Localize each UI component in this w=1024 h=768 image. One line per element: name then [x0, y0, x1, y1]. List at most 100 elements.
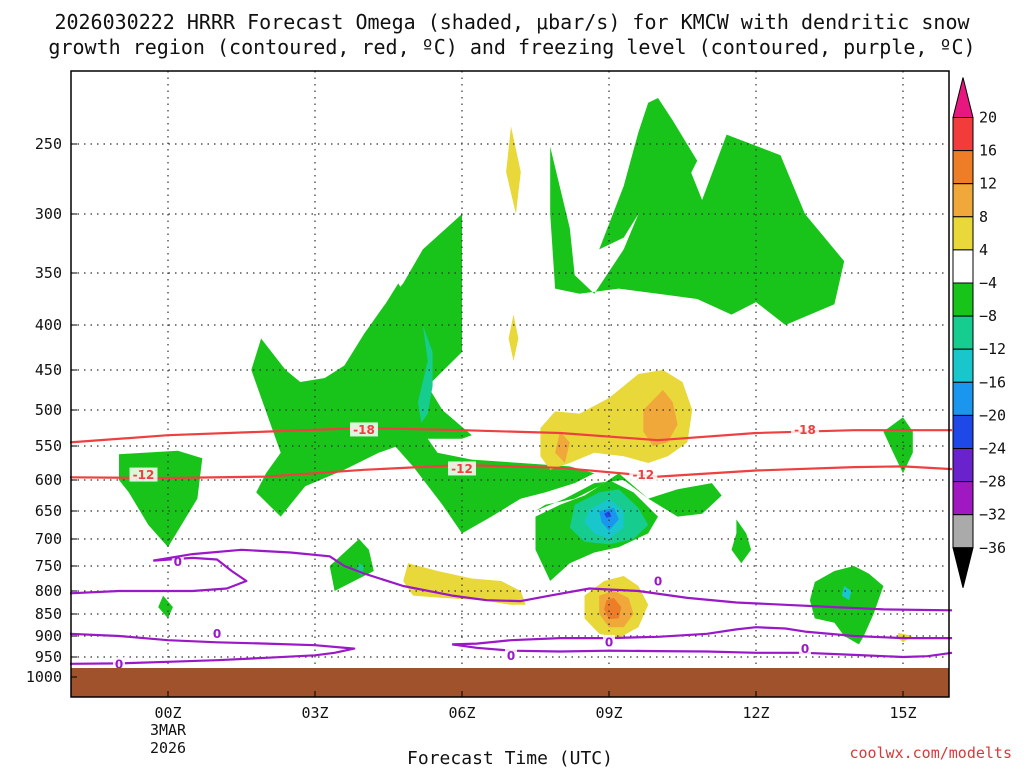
y-tick-label: 850	[35, 605, 62, 623]
dgz-label-bg	[129, 467, 158, 482]
omega-region-green	[364, 283, 595, 534]
dgz-label-bg	[791, 422, 819, 437]
colorbar-label: −16	[979, 373, 1006, 391]
omega-region-dark_blue	[604, 511, 612, 518]
colorbar-bin	[952, 381, 974, 416]
plot-frame	[70, 70, 950, 698]
colorbar-bin	[952, 183, 974, 218]
ground-surface	[71, 668, 949, 697]
y-tick-label: 500	[35, 401, 62, 419]
omega-region-green	[158, 595, 173, 619]
x-tick-label: 12Z	[742, 704, 769, 722]
freezing-label-bg	[113, 657, 125, 672]
freezing-label-bg	[652, 574, 664, 588]
colorbar-label: 12	[979, 175, 997, 193]
colorbar-bin	[952, 282, 974, 317]
x-tick-label: 15Z	[889, 704, 916, 722]
freezing-contour-label: 0	[654, 575, 662, 589]
y-tick-label: 250	[35, 135, 62, 153]
colorbar-label: −20	[979, 406, 1006, 424]
omega-region-green	[599, 98, 698, 250]
x-tick-label: 09Z	[595, 704, 622, 722]
y-axis: 250 300 350 400 450 500 550 600 650 700 750 800 850 9…	[26, 135, 77, 686]
colorbar-label: −32	[979, 506, 1006, 524]
y-tick-label: 600	[35, 471, 62, 489]
chart-title-line2: growth region (contoured, red, ºC) and f…	[48, 35, 975, 59]
dgz-label-bg	[350, 422, 378, 437]
freezing-contour-label: 0	[115, 658, 123, 672]
omega-shading	[119, 98, 913, 645]
freezing-contour	[69, 556, 248, 595]
colorbar-bin	[952, 448, 974, 483]
credit-text: coolwx.com/modelts	[849, 744, 1012, 762]
colorbar-bin	[952, 414, 974, 449]
omega-region-yellow	[403, 563, 526, 605]
omega-region-green	[535, 473, 722, 517]
y-tick-label: 900	[35, 627, 62, 645]
y-tick-label: 400	[35, 316, 62, 334]
colorbar-label: −36	[979, 539, 1006, 557]
y-tick-label: 800	[35, 582, 62, 600]
colorbar-bin	[952, 249, 974, 284]
colorbar-bin	[952, 150, 974, 185]
freezing-level-contours: 0 0 0 0 0 0 0	[69, 548, 953, 672]
freezing-label-bg	[799, 641, 811, 656]
x-date-label-year: 2026	[150, 739, 186, 757]
y-tick-label: 950	[35, 648, 62, 666]
colorbar-bin	[952, 514, 974, 549]
omega-region-green	[251, 214, 472, 517]
colorbar-legend: 20 16 12 8 4 −4 −8 −12 −16 −20 −24 −28 −32 −36	[952, 77, 1006, 588]
y-tick-label: 750	[35, 557, 62, 575]
omega-region-yellow	[508, 314, 519, 361]
x-tick-label: 03Z	[301, 704, 328, 722]
freezing-label-bg	[171, 554, 184, 569]
dgz-contour-label: -12	[632, 468, 654, 482]
dgz-label-bg	[629, 467, 658, 482]
x-axis: 00Z 03Z 06Z 09Z 12Z 15Z	[154, 691, 917, 722]
colorbar-label: −8	[979, 307, 997, 325]
y-tick-label: 550	[35, 437, 62, 455]
colorbar-bin	[952, 216, 974, 251]
freezing-contour	[153, 548, 953, 612]
x-tick-label: 00Z	[154, 704, 181, 722]
colorbar-label: −4	[979, 274, 997, 292]
omega-region-light_orange	[555, 431, 570, 463]
dendritic-growth-contours: -18 -18 -12 -12 -12	[69, 422, 953, 482]
y-tick-label: 650	[35, 502, 62, 520]
colorbar-label: 16	[979, 142, 997, 160]
colorbar-top-arrow	[952, 77, 974, 118]
freezing-label-bg	[603, 634, 615, 649]
dgz-contour-label: -12	[451, 462, 473, 476]
colorbar-bin	[952, 315, 974, 350]
colorbar-bin	[952, 117, 974, 152]
freezing-contour-label: 0	[174, 555, 182, 569]
y-tick-label: 700	[35, 530, 62, 548]
freezing-label-bg	[211, 626, 223, 641]
y-tick-label: 1000	[26, 668, 62, 686]
freezing-contour-label: 0	[213, 627, 221, 641]
freezing-contour	[69, 632, 356, 665]
omega-region-cyan	[841, 586, 852, 601]
omega-region-green	[731, 519, 752, 564]
plot-area: -18 -18 -12 -12 -12 0 0 0 0 0 0 0	[69, 70, 953, 698]
colorbar-bin	[952, 481, 974, 516]
omega-region-yellow	[506, 126, 521, 214]
chart-title-line1: 2026030222 HRRR Forecast Omega (shaded, …	[54, 10, 970, 34]
x-axis-title: Forecast Time (UTC)	[407, 748, 613, 768]
colorbar-label: −12	[979, 340, 1006, 358]
x-date-label-month: 3MAR	[150, 721, 187, 739]
omega-region-green	[329, 539, 374, 591]
y-tick-label: 450	[35, 361, 62, 379]
x-tick-label: 06Z	[448, 704, 475, 722]
dgz-contour-label: -12	[133, 468, 155, 482]
freezing-contour-label: 0	[605, 635, 613, 649]
colorbar-label: 4	[979, 241, 988, 259]
omega-region-green	[809, 566, 884, 645]
grid-lines	[71, 71, 949, 697]
dgz-contour-label: -18	[353, 423, 375, 437]
freezing-contour	[452, 626, 952, 646]
dgz-contour-label: -18	[794, 423, 816, 437]
omega-region-green	[550, 134, 845, 325]
omega-region-light_orange	[643, 390, 678, 446]
